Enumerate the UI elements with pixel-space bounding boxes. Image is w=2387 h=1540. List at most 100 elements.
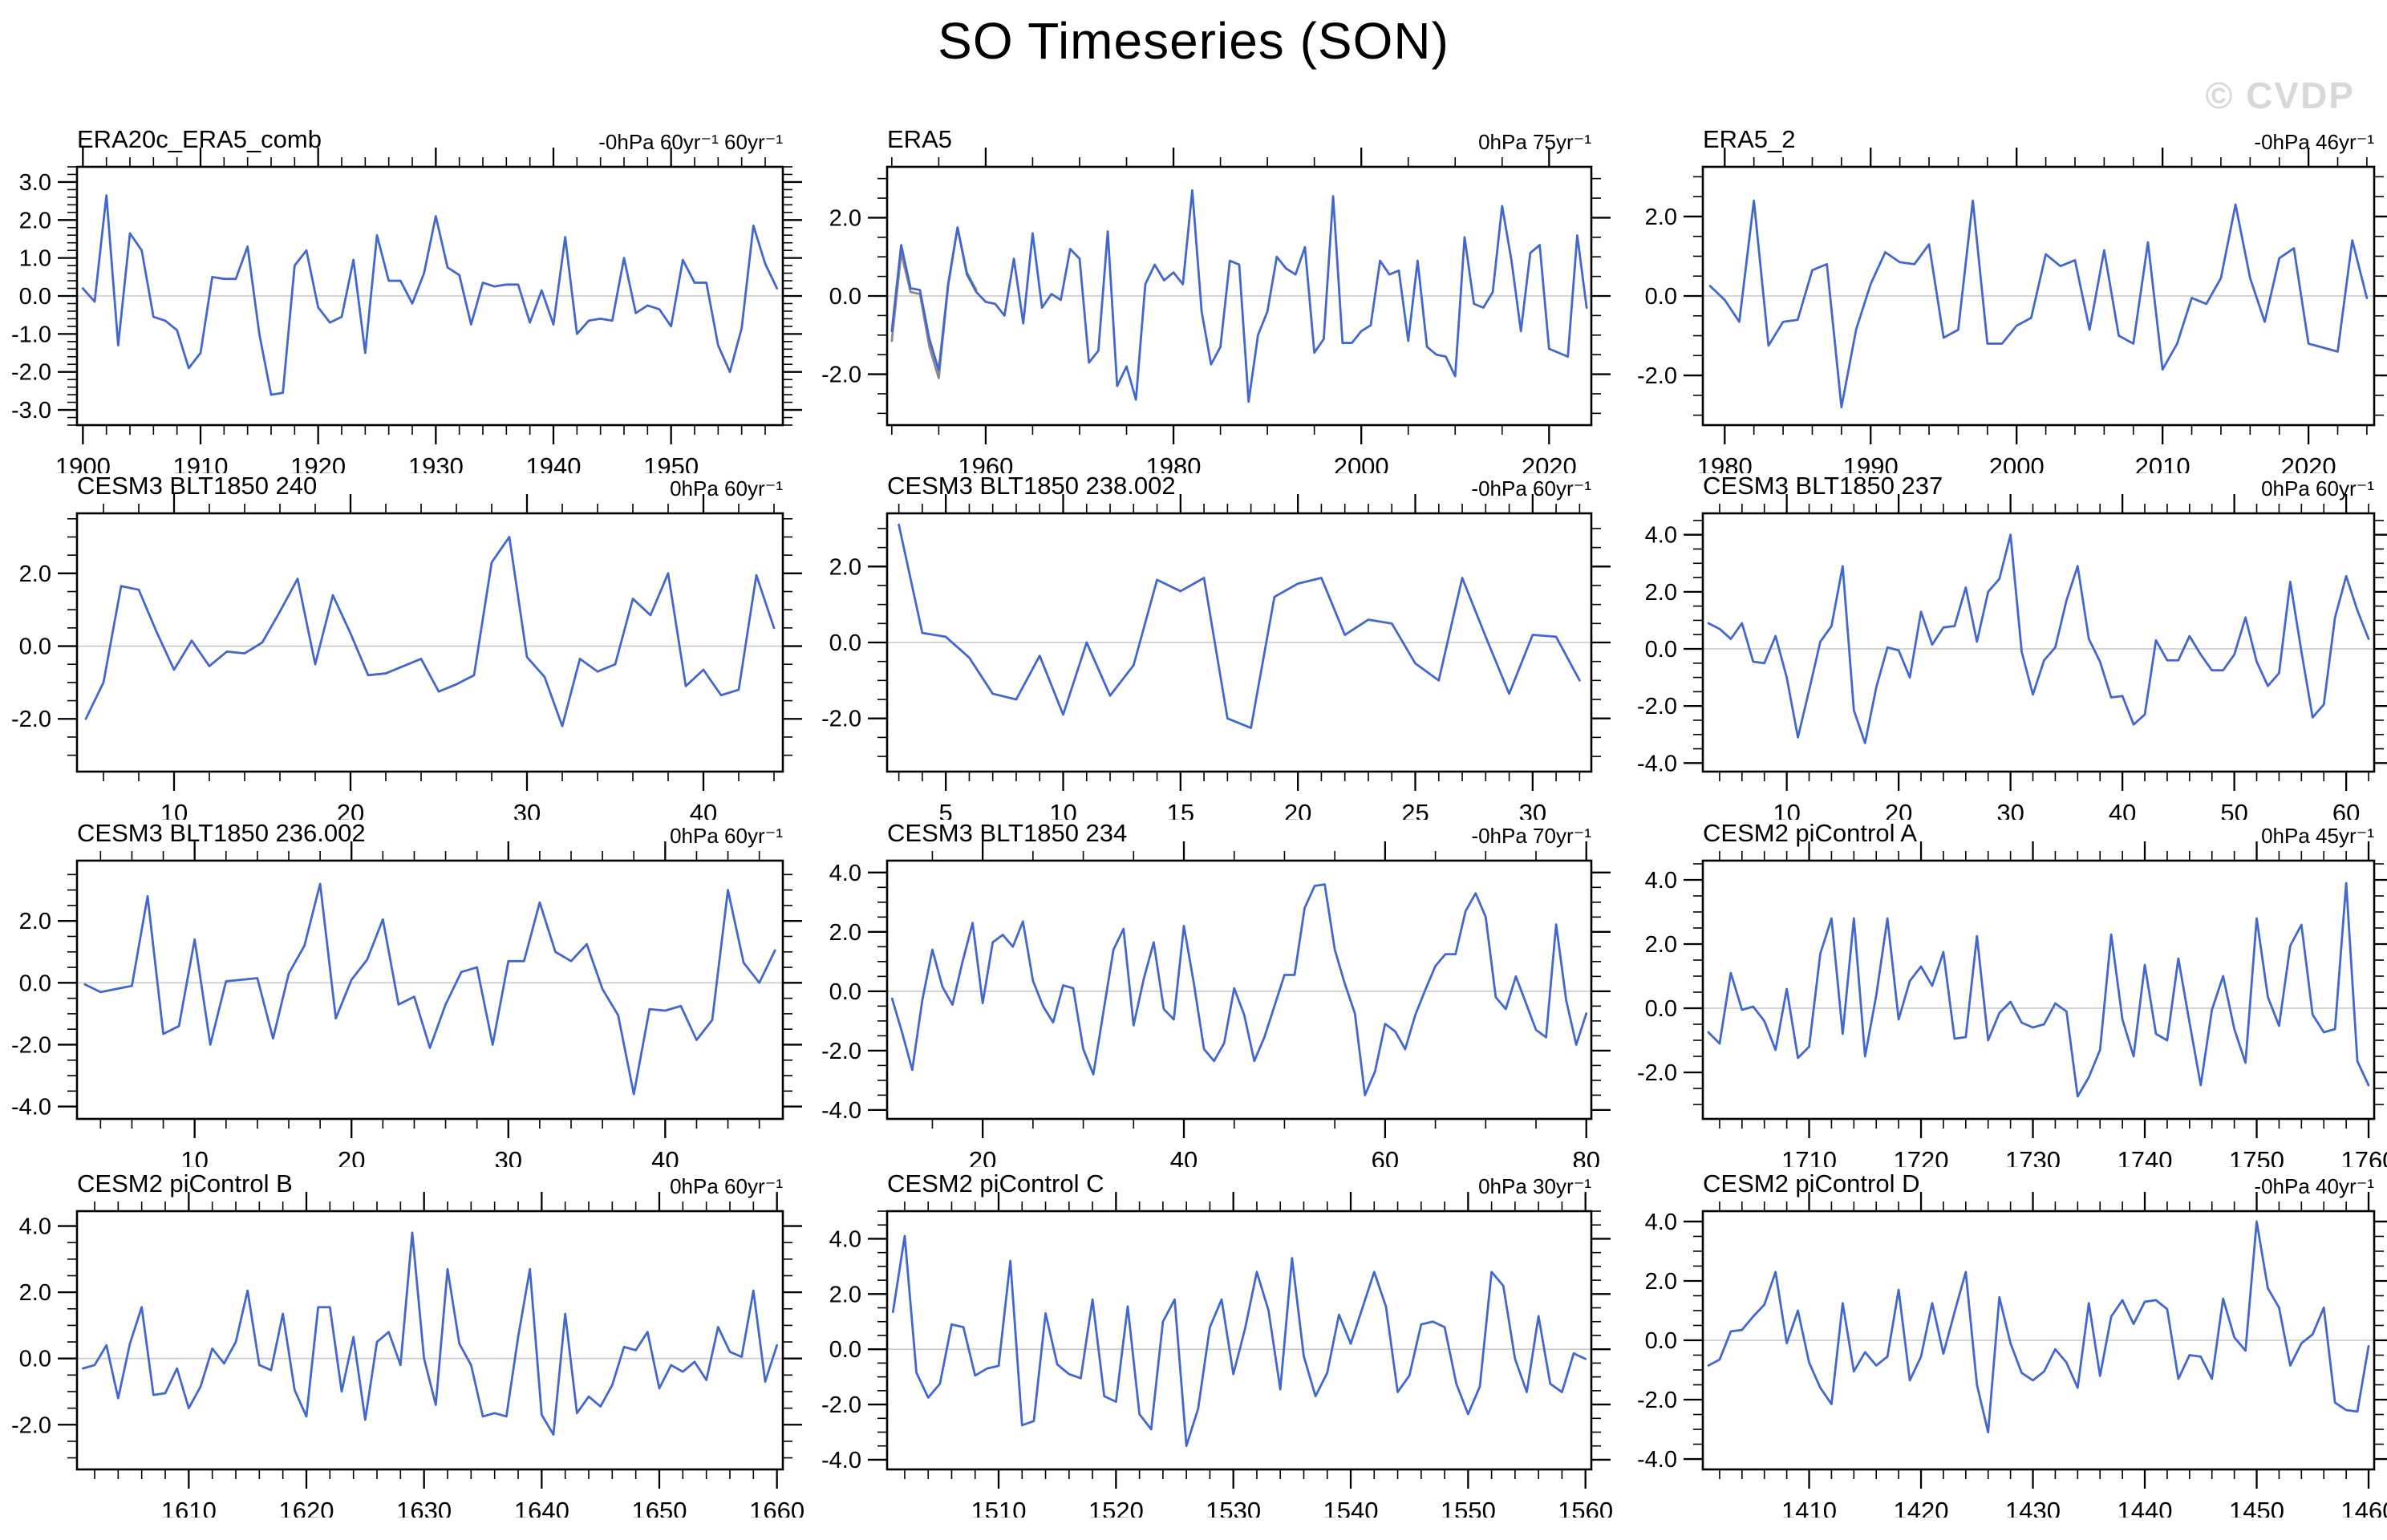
svg-text:-2.0: -2.0 [1637, 694, 1677, 719]
plot-area: 20 40 60 80 4.0 2.0 0.0 -2.0 -4.0 [821, 841, 1611, 1167]
svg-text:30: 30 [1519, 799, 1546, 820]
svg-text:1710: 1710 [1781, 1146, 1837, 1167]
page-title: SO Timeseries (SON) [938, 12, 1449, 70]
plot-area: 1710 1720 1730 1740 1750 1760 4.0 2.0 0.0 -2.0 [1637, 841, 2387, 1167]
svg-text:2.0: 2.0 [1645, 205, 1677, 230]
svg-text:2.0: 2.0 [19, 208, 51, 233]
svg-text:30: 30 [495, 1146, 522, 1167]
svg-text:1550: 1550 [1441, 1497, 1496, 1518]
svg-text:10: 10 [1049, 799, 1076, 820]
svg-text:-2.0: -2.0 [11, 1412, 51, 1438]
svg-text:-2.0: -2.0 [11, 1032, 51, 1058]
panel-trend-label: -0hPa 60yr⁻¹ [1471, 476, 1591, 500]
svg-text:25: 25 [1401, 799, 1429, 820]
panel-title: ERA5_2 [1703, 125, 1796, 153]
svg-text:20: 20 [969, 1146, 996, 1167]
svg-text:40: 40 [1170, 1146, 1198, 1167]
svg-text:-3.0: -3.0 [11, 398, 51, 424]
timeseries-panel: CESM3 BLT1850 237 0hPa 60yr⁻¹ 10 20 30 40 50… [1626, 465, 2387, 842]
svg-text:1430: 1430 [2005, 1497, 2061, 1518]
svg-text:1640: 1640 [514, 1497, 569, 1518]
panel-trend-label: 0hPa 60yr⁻¹ [670, 824, 783, 848]
timeseries-panel: CESM2 piControl A 0hPa 45yr⁻¹ 1710 1720 17… [1626, 813, 2387, 1189]
plot-area: 10 20 30 40 2.0 0.0 -2.0 [11, 494, 802, 820]
panel-trend-label: -0hPa 40yr⁻¹ [2254, 1174, 2374, 1198]
svg-text:1730: 1730 [2005, 1146, 2061, 1167]
svg-text:2.0: 2.0 [19, 1280, 51, 1306]
panel-trend-label: -0hPa 60yr⁻¹ 60yr⁻¹ [598, 130, 783, 154]
svg-text:0.0: 0.0 [1645, 637, 1677, 663]
svg-text:1540: 1540 [1323, 1497, 1379, 1518]
plot-area: 1960 1980 2000 2020 2.0 0.0 -2.0 [821, 148, 1611, 473]
svg-text:0.0: 0.0 [19, 1347, 51, 1372]
svg-text:1950: 1950 [643, 452, 699, 473]
panel-title: CESM3 BLT1850 236.002 [77, 819, 366, 847]
svg-text:-4.0: -4.0 [1637, 751, 1677, 776]
svg-text:0.0: 0.0 [829, 630, 861, 656]
svg-text:10: 10 [160, 799, 188, 820]
panel-trend-label: -0hPa 70yr⁻¹ [1471, 824, 1591, 848]
svg-text:15: 15 [1167, 799, 1194, 820]
svg-text:40: 40 [690, 799, 717, 820]
panel-title: CESM2 piControl B [77, 1169, 293, 1198]
panel-title: CESM3 BLT1850 237 [1703, 472, 1943, 500]
svg-text:1920: 1920 [290, 452, 346, 473]
svg-text:2.0: 2.0 [829, 554, 861, 580]
svg-text:0.0: 0.0 [829, 1337, 861, 1363]
svg-text:-4.0: -4.0 [11, 1095, 51, 1121]
panel-title: CESM2 piControl D [1703, 1169, 1920, 1198]
panel-title: ERA20c_ERA5_comb [77, 125, 322, 153]
svg-text:2.0: 2.0 [1645, 1269, 1677, 1295]
timeseries-panel: CESM2 piControl B 0hPa 60yr⁻¹ 1610 1620 16… [0, 1163, 815, 1540]
svg-text:-2.0: -2.0 [1637, 1388, 1677, 1413]
svg-text:1410: 1410 [1781, 1497, 1837, 1518]
svg-text:1720: 1720 [1894, 1146, 1949, 1167]
svg-text:-4.0: -4.0 [821, 1448, 861, 1473]
svg-text:10: 10 [1773, 799, 1800, 820]
svg-text:1440: 1440 [2118, 1497, 2173, 1518]
svg-text:60: 60 [1372, 1146, 1399, 1167]
svg-text:2.0: 2.0 [829, 205, 861, 231]
plot-area: 1980 1990 2000 2010 2020 2.0 0.0 -2.0 [1637, 148, 2387, 473]
timeseries-panel: ERA20c_ERA5_comb -0hPa 60yr⁻¹ 60yr⁻¹ 190… [0, 119, 815, 496]
svg-text:1660: 1660 [749, 1497, 804, 1518]
panel-trend-label: 0hPa 60yr⁻¹ [670, 476, 783, 500]
svg-text:-4.0: -4.0 [1637, 1447, 1677, 1473]
svg-text:-2.0: -2.0 [821, 1039, 861, 1064]
svg-text:-2.0: -2.0 [1637, 363, 1677, 389]
svg-text:-4.0: -4.0 [821, 1098, 861, 1124]
panel-title: ERA5 [887, 125, 952, 153]
svg-text:2.0: 2.0 [1645, 580, 1677, 606]
svg-text:40: 40 [651, 1146, 679, 1167]
svg-text:2.0: 2.0 [19, 561, 51, 587]
svg-text:1760: 1760 [2341, 1146, 2387, 1167]
panel-trend-label: 0hPa 75yr⁻¹ [1478, 130, 1591, 154]
panel-trend-label: 0hPa 45yr⁻¹ [2261, 824, 2374, 848]
plot-area: 5 10 15 20 25 30 2.0 0.0 -2.0 [821, 494, 1611, 820]
timeseries-panel: CESM3 BLT1850 238.002 -0hPa 60yr⁻¹ 5 10 15… [810, 465, 1623, 842]
svg-text:-2.0: -2.0 [1637, 1060, 1677, 1086]
svg-text:1630: 1630 [396, 1497, 452, 1518]
svg-text:0.0: 0.0 [19, 284, 51, 310]
timeseries-panel: CESM2 piControl C 0hPa 30yr⁻¹ 1510 1520 15… [810, 1163, 1623, 1540]
svg-text:4.0: 4.0 [829, 861, 861, 886]
panel-trend-label: 0hPa 60yr⁻¹ [2261, 476, 2374, 500]
svg-text:30: 30 [513, 799, 541, 820]
panel-title: CESM3 BLT1850 238.002 [887, 472, 1176, 500]
svg-text:1900: 1900 [55, 452, 111, 473]
svg-text:0.0: 0.0 [19, 971, 51, 996]
svg-text:4.0: 4.0 [829, 1226, 861, 1252]
svg-text:2.0: 2.0 [829, 920, 861, 946]
svg-text:1740: 1740 [2118, 1146, 2173, 1167]
svg-text:2.0: 2.0 [19, 909, 51, 934]
svg-text:1530: 1530 [1206, 1497, 1261, 1518]
plot-area: 1610 1620 1630 1640 1650 1660 4.0 2.0 0.0 -2.0 [11, 1192, 804, 1518]
svg-text:1910: 1910 [173, 452, 229, 473]
plot-area: 1510 1520 1530 1540 1550 1560 4.0 2.0 0.0 -2.0 -4.… [821, 1192, 1613, 1518]
plot-area: 1410 1420 1430 1440 1450 1460 4.0 2.0 0.0 -2.0 -4.… [1637, 1192, 2387, 1518]
svg-text:1650: 1650 [632, 1497, 687, 1518]
svg-text:1990: 1990 [1843, 452, 1899, 473]
timeseries-panel: ERA5 0hPa 75yr⁻¹ 1960 1980 2000 2020 2.0 0.0 -… [810, 119, 1623, 496]
svg-text:1510: 1510 [971, 1497, 1027, 1518]
timeseries-panel: ERA5_2 -0hPa 46yr⁻¹ 1980 1990 2000 2010 2020… [1626, 119, 2387, 496]
